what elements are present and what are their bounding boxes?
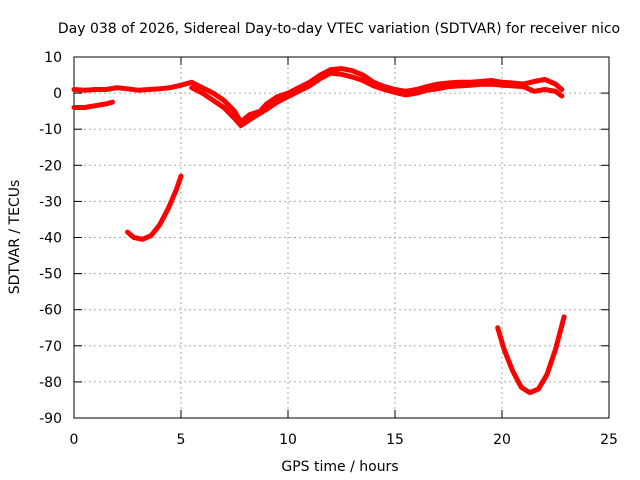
y-tick-label: -40 (39, 231, 62, 247)
x-tick-label: 20 (493, 432, 511, 448)
trace-main-lower (189, 70, 565, 129)
y-tick-label: -30 (39, 194, 62, 210)
y-tick-label: -10 (39, 122, 62, 138)
tick-layer: -90 -80 -70 -60 -50 -40 -30 -20 -10 0 10 0 5 10 15 20 25 (39, 50, 618, 448)
x-axis-title: GPS time / hours (281, 459, 398, 475)
x-tick-label: 0 (70, 432, 79, 448)
y-tick-label: -70 (39, 339, 62, 355)
x-tick-label: 15 (386, 432, 404, 448)
trace-arc-dip (125, 173, 184, 242)
y-tick-label: -20 (39, 158, 62, 174)
y-axis-title: SDTVAR / TECUs (7, 180, 23, 295)
y-tick-label: -90 (39, 411, 62, 427)
trace-main-upper (71, 66, 565, 125)
y-tick-label: 0 (53, 86, 62, 102)
x-tick-label: 10 (279, 432, 297, 448)
trace-arc-late (495, 314, 567, 396)
y-tick-label: -60 (39, 303, 62, 319)
x-tick-label: 5 (177, 432, 186, 448)
grid-layer (74, 57, 609, 418)
y-tick-label: -80 (39, 375, 62, 391)
chart-title: Day 038 of 2026, Sidereal Day-to-day VTE… (58, 21, 620, 37)
y-tick-label: -50 (39, 267, 62, 283)
trace-early-offset (71, 99, 115, 110)
series-layer (71, 66, 567, 396)
x-tick-label: 25 (600, 432, 618, 448)
y-tick-label: 10 (44, 50, 62, 66)
